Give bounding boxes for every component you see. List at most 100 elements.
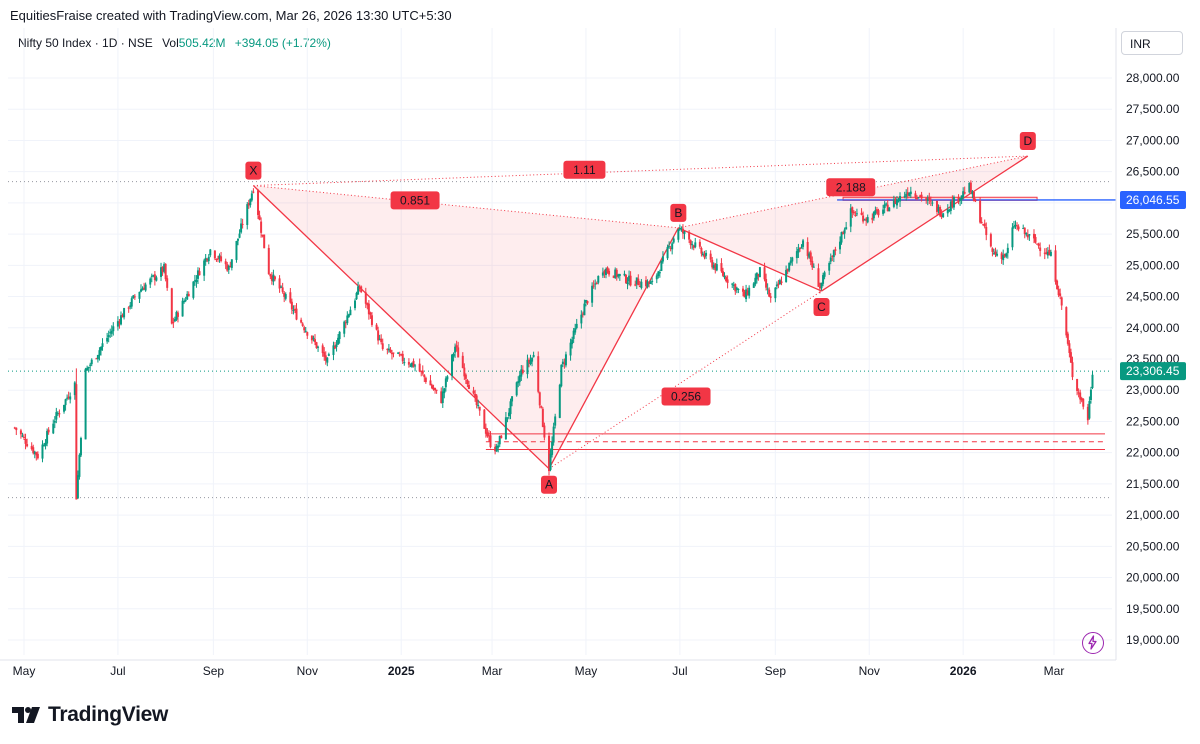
candle <box>778 278 781 285</box>
candle-body <box>648 282 651 284</box>
x-tick-label: May <box>13 664 36 678</box>
candle-body <box>224 261 227 265</box>
candle-body <box>443 388 446 394</box>
candle <box>381 338 384 351</box>
candle-body <box>344 322 347 324</box>
tradingview-logo[interactable]: TradingView <box>12 702 168 728</box>
candle-body <box>364 292 367 304</box>
candle <box>164 263 167 282</box>
candle <box>270 272 273 285</box>
candle-body <box>677 229 680 240</box>
candle <box>390 349 393 360</box>
candle-body <box>797 249 800 253</box>
candle <box>216 255 219 263</box>
candle <box>822 272 825 287</box>
candle-body <box>982 224 985 226</box>
candle-body <box>583 303 586 316</box>
candle-body <box>369 312 372 315</box>
candle-body <box>617 274 620 277</box>
candle-body <box>795 251 798 259</box>
candle-body <box>946 209 949 214</box>
candle-body <box>774 287 777 299</box>
candle <box>215 258 218 262</box>
candle <box>1066 331 1069 346</box>
candle <box>855 208 858 217</box>
candle <box>140 284 143 293</box>
lightning-icon[interactable] <box>1082 632 1104 654</box>
candle-body <box>195 279 198 283</box>
candle-body <box>968 182 971 193</box>
candle-body <box>618 274 621 276</box>
candle <box>541 407 544 428</box>
candle-body <box>683 231 686 234</box>
candle <box>554 413 557 429</box>
candle-body <box>769 296 772 298</box>
candle-body <box>735 287 738 290</box>
symbol-label[interactable]: Nifty 50 Index · 1D · NSE <box>18 36 153 50</box>
candle <box>683 230 686 240</box>
time-axis: May Jul Sep Nov 2025 Mar May Jul Sep Nov 2026 Mar <box>0 659 1116 678</box>
candle-body <box>560 364 563 387</box>
candle <box>1022 224 1025 230</box>
candle-body <box>63 404 66 412</box>
candle <box>440 387 443 404</box>
candle <box>410 362 413 369</box>
candle <box>811 256 814 270</box>
candle-body <box>689 240 692 246</box>
candle <box>572 327 575 343</box>
candle <box>942 212 945 218</box>
candle-body <box>531 357 534 362</box>
candle-body <box>1043 252 1046 254</box>
candle <box>87 366 90 373</box>
candle <box>657 270 660 279</box>
candle-body <box>349 309 352 316</box>
candle <box>332 341 335 361</box>
candle-body <box>281 287 284 292</box>
candle <box>515 381 518 397</box>
candle <box>1006 243 1009 259</box>
candle <box>1043 248 1046 260</box>
candle <box>518 370 521 386</box>
candle-body <box>166 278 169 288</box>
candle-body <box>346 315 349 324</box>
currency-selector[interactable]: INR <box>1121 31 1183 55</box>
candle <box>451 353 454 381</box>
candle <box>443 387 446 399</box>
candle-body <box>628 275 631 282</box>
candle <box>543 422 546 441</box>
candle <box>423 374 426 383</box>
candle <box>78 453 81 480</box>
candle-body <box>332 345 335 355</box>
candle <box>304 326 307 333</box>
candle-body <box>877 210 880 216</box>
candle <box>552 422 555 446</box>
candle-body <box>608 270 611 275</box>
candle <box>44 439 47 450</box>
candle <box>743 289 746 298</box>
candle <box>79 436 82 458</box>
candle-body <box>1079 392 1082 400</box>
candle <box>1086 403 1089 425</box>
candle <box>272 269 275 286</box>
candle <box>1045 247 1048 255</box>
candle <box>765 273 768 291</box>
candle-body <box>84 368 87 440</box>
candle-body <box>497 445 500 448</box>
candle <box>745 284 748 303</box>
candle <box>1002 249 1005 265</box>
candle-body <box>347 314 350 317</box>
candle <box>802 238 805 250</box>
candle <box>960 195 963 205</box>
candle-body <box>186 293 189 300</box>
candle <box>591 282 594 307</box>
candle-body <box>548 435 551 472</box>
candle <box>517 376 520 388</box>
candle <box>862 211 865 224</box>
candle <box>705 250 708 260</box>
candle <box>651 277 654 285</box>
candle <box>571 336 574 349</box>
candle <box>949 200 952 215</box>
candle <box>584 299 587 307</box>
point-label-d-bg <box>1019 132 1036 151</box>
